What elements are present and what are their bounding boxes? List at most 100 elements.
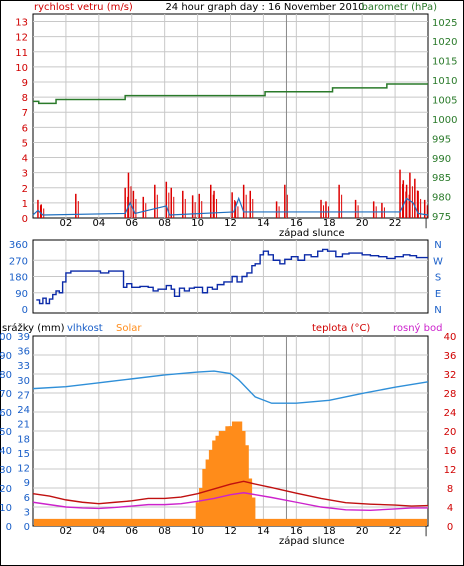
wind-direction-line [36, 248, 428, 305]
compass-label: N [434, 305, 441, 316]
humidity-label: vlhkost [67, 323, 103, 334]
hour-tick-label: 10 [191, 526, 204, 537]
humidity-axis-tick: 6 [24, 493, 30, 504]
humidity-axis-tick: 33 [17, 361, 30, 372]
temperature-label: teplota (°C) [312, 323, 370, 334]
dew-point-label: rosný bod [393, 322, 442, 334]
humidity-axis-tick: 27 [17, 390, 30, 401]
hour-tick-label: 14 [257, 218, 270, 229]
hour-tick-label: 14 [257, 526, 270, 537]
compass-label: E [435, 289, 441, 300]
wind-axis-tick: 11 [15, 48, 28, 59]
wind-axis-tick: 12 [15, 33, 28, 44]
direction-axis-tick: 360 [9, 240, 28, 251]
rain-axis-tick: 30 [0, 465, 12, 476]
day-end-tick: | [424, 218, 427, 229]
compass-label: S [435, 273, 441, 284]
barometer-axis-tick: 1000 [432, 115, 457, 126]
direction-axis-tick: 90 [15, 289, 28, 300]
hour-tick-label: 12 [224, 526, 237, 537]
compass-label: W [433, 256, 443, 267]
hour-tick-label: 20 [356, 526, 369, 537]
dew-point-series-line [32, 492, 428, 512]
humidity-axis-tick: 3 [24, 507, 30, 518]
wind-axis-tick: 3 [22, 169, 28, 180]
barometer-label: barometr (hPa) [362, 2, 438, 13]
temperature-axis-tick: 12 [444, 465, 457, 476]
wind-speed-label: rychlost vetru (m/s) [34, 2, 133, 13]
hour-tick-label: 18 [323, 218, 336, 229]
temperature-axis-tick: 8 [447, 484, 453, 495]
barometer-axis-tick: 980 [432, 193, 451, 204]
wind-axis-tick: 0 [22, 214, 28, 225]
humidity-axis-tick: 9 [24, 478, 30, 489]
barometer-series-line [33, 83, 428, 105]
barometer-axis-tick: 1015 [432, 57, 457, 68]
sunset-marker-label: západ slunce [279, 227, 345, 239]
wind-average-line [32, 196, 429, 216]
humidity-axis-tick: 18 [17, 434, 30, 445]
temperature-axis-tick: 16 [444, 446, 457, 457]
direction-axis-tick: 0 [22, 305, 28, 316]
humidity-series-line [32, 370, 429, 404]
wind-axis-tick: 4 [22, 154, 28, 165]
hour-tick-label: 22 [389, 218, 402, 229]
wind-axis-tick: 13 [15, 18, 28, 29]
sunset-marker-label-bottom: západ slunce [279, 535, 345, 547]
temperature-axis-tick: 28 [444, 389, 457, 400]
hour-tick-label: 18 [323, 526, 336, 537]
compass-label: N [434, 240, 441, 251]
humidity-axis-tick: 30 [17, 376, 30, 387]
hour-tick-label: 22 [389, 526, 402, 537]
hour-tick-label: 10 [191, 218, 204, 229]
rain-axis-tick: 20 [0, 484, 12, 495]
hour-tick-label: 04 [92, 526, 105, 537]
chart-title: 24 hour graph day : 16 November 2010 [165, 2, 364, 13]
solar-label: Solar [116, 323, 142, 334]
direction-axis-tick: 270 [9, 256, 28, 267]
humidity-axis-tick: 12 [17, 464, 30, 475]
temperature-axis-tick: 40 [444, 332, 457, 343]
rain-axis-tick: 10 [0, 503, 12, 514]
temperature-axis-tick: 0 [447, 522, 453, 533]
rain-axis-tick: 80 [0, 370, 12, 381]
hour-tick-label: 02 [60, 218, 73, 229]
rain-axis-tick: 0 [6, 522, 12, 533]
hour-tick-label: 02 [60, 526, 73, 537]
temperature-axis-tick: 32 [444, 370, 457, 381]
hour-tick-label: 08 [158, 218, 171, 229]
solar-bar [248, 497, 256, 526]
hour-tick-label: 06 [125, 526, 138, 537]
humidity-axis-tick: 15 [17, 449, 30, 460]
rain-axis-tick: 70 [0, 389, 12, 400]
temperature-axis-tick: 20 [444, 427, 457, 438]
rain-axis-tick: 40 [0, 446, 12, 457]
barometer-axis-tick: 985 [432, 173, 451, 184]
rain-label: srážky (mm) [2, 322, 65, 334]
barometer-axis-tick: 1020 [432, 37, 457, 48]
hour-tick-label: 08 [158, 526, 171, 537]
wind-axis-tick: 9 [22, 78, 28, 89]
wind-axis-tick: 2 [22, 184, 28, 195]
barometer-axis-tick: 1005 [432, 95, 457, 106]
wind-axis-tick: 7 [22, 108, 28, 119]
barometer-axis-tick: 1025 [432, 18, 457, 29]
temperature-axis-tick: 4 [447, 503, 453, 514]
barometer-axis-tick: 975 [432, 212, 451, 223]
wind-axis-tick: 6 [22, 123, 28, 134]
hour-tick-label: 16 [290, 218, 303, 229]
rain-axis-tick: 100 [0, 332, 12, 343]
humidity-axis-tick: 36 [17, 347, 30, 358]
temperature-axis-tick: 36 [444, 351, 457, 362]
hour-tick-label: 12 [224, 218, 237, 229]
hour-tick-label: 06 [125, 218, 138, 229]
humidity-axis-tick: 0 [24, 522, 30, 533]
humidity-axis-tick: 21 [17, 420, 30, 431]
day-end-tick: | [424, 526, 427, 537]
rain-axis-tick: 50 [0, 427, 12, 438]
wind-axis-tick: 8 [22, 93, 28, 104]
barometer-axis-tick: 995 [432, 134, 451, 145]
direction-axis-tick: 180 [9, 273, 28, 284]
wind-axis-tick: 10 [15, 63, 28, 74]
